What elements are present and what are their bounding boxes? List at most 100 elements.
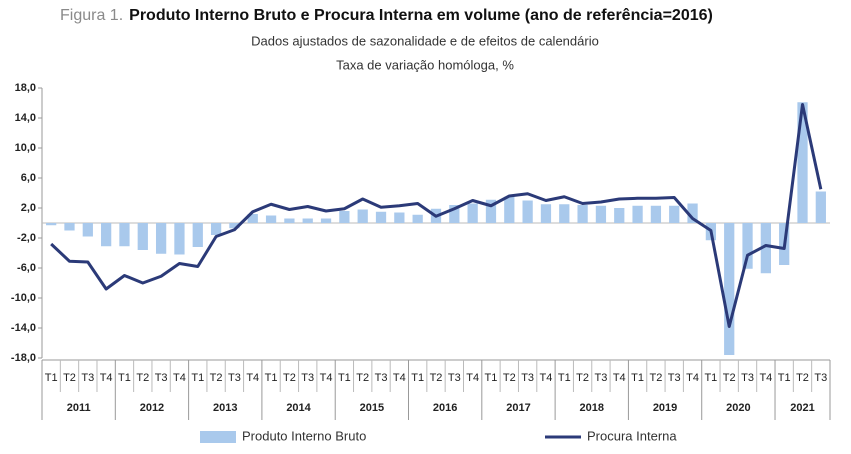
bar	[302, 218, 313, 223]
x-tick-label: T1	[558, 372, 571, 384]
y-tick-label: -6,0	[17, 262, 36, 274]
bar	[320, 218, 332, 223]
x-tick-label: T3	[448, 372, 461, 384]
title-text: Produto Interno Bruto e Procura Interna …	[129, 7, 713, 24]
bar	[101, 223, 112, 247]
bar	[284, 218, 295, 223]
x-tick-label: T2	[210, 372, 223, 384]
bar	[375, 211, 387, 223]
year-label: 2016	[433, 402, 457, 414]
bar	[485, 199, 497, 223]
x-tick-label: T1	[411, 372, 424, 384]
bar	[174, 223, 185, 255]
bar	[229, 223, 240, 229]
bar	[247, 214, 258, 223]
bar	[64, 223, 75, 231]
bar	[155, 223, 167, 254]
legend-label: Procura Interna	[587, 428, 677, 443]
x-tick-label: T1	[631, 372, 644, 384]
x-tick-label: T3	[668, 372, 681, 384]
bar	[724, 223, 735, 355]
x-tick-label: T3	[155, 372, 168, 384]
x-tick-label: T4	[393, 372, 406, 384]
x-tick-label: T2	[649, 372, 662, 384]
y-tick-label: -18,0	[11, 352, 36, 364]
bar	[595, 205, 607, 223]
bar	[632, 205, 643, 223]
bar	[119, 223, 130, 247]
bar	[577, 205, 588, 223]
bar	[192, 223, 203, 247]
year-label: 2019	[653, 402, 677, 414]
x-tick-label: T4	[540, 372, 553, 384]
x-tick-label: T3	[301, 372, 314, 384]
year-label: 2018	[580, 402, 604, 414]
bar	[210, 223, 222, 235]
bar	[559, 204, 570, 223]
y-tick-label: 14,0	[15, 112, 36, 124]
x-tick-label: T3	[521, 372, 534, 384]
x-tick-label: T4	[466, 372, 479, 384]
x-tick-label: T2	[356, 372, 369, 384]
x-tick-label: T4	[686, 372, 699, 384]
x-tick-label: T1	[778, 372, 791, 384]
bar	[412, 214, 423, 223]
x-tick-label: T3	[595, 372, 608, 384]
x-tick-label: T4	[173, 372, 186, 384]
x-tick-label: T3	[228, 372, 241, 384]
x-tick-label: T1	[485, 372, 498, 384]
x-tick-label: T2	[430, 372, 443, 384]
x-tick-label: T2	[63, 372, 76, 384]
bar	[504, 196, 515, 223]
y-tick-label: -14,0	[11, 322, 36, 334]
y-tick-label: -10,0	[11, 292, 36, 304]
x-tick-label: T4	[320, 372, 333, 384]
bar	[760, 223, 771, 274]
bar	[540, 204, 552, 223]
bar	[614, 208, 625, 223]
y-tick-label: 2,0	[21, 202, 36, 214]
year-label: 2021	[790, 402, 814, 414]
x-tick-label: T2	[796, 372, 809, 384]
x-tick-label: T3	[375, 372, 388, 384]
x-tick-label: T4	[246, 372, 259, 384]
bar	[650, 205, 662, 223]
x-tick-label: T3	[741, 372, 754, 384]
legend-swatch	[200, 431, 236, 443]
bar	[137, 223, 148, 250]
year-label: 2015	[360, 402, 384, 414]
x-tick-label: T3	[81, 372, 94, 384]
x-tick-label: T1	[45, 372, 58, 384]
x-tick-label: T3	[814, 372, 827, 384]
bar	[815, 191, 826, 223]
bar	[339, 211, 350, 223]
y-tick-label: -2,0	[17, 232, 36, 244]
year-label: 2020	[726, 402, 750, 414]
x-tick-label: T4	[759, 372, 772, 384]
x-tick-label: T2	[503, 372, 516, 384]
y-tick-label: 10,0	[15, 142, 36, 154]
bar	[357, 209, 368, 223]
x-tick-label: T2	[283, 372, 296, 384]
x-tick-label: T2	[723, 372, 736, 384]
bar	[265, 215, 277, 223]
bar	[82, 223, 93, 237]
x-tick-label: T4	[613, 372, 626, 384]
bar	[467, 203, 478, 223]
year-label: 2017	[506, 402, 530, 414]
bar	[449, 205, 460, 223]
year-label: 2011	[67, 402, 91, 414]
x-tick-label: T1	[265, 372, 278, 384]
bar	[394, 212, 405, 223]
bar	[46, 223, 57, 226]
y-tick-label: 18,0	[15, 82, 36, 94]
x-tick-label: T1	[191, 372, 204, 384]
chart-title: Figura 1. Produto Interno Bruto e Procura…	[60, 7, 713, 24]
year-label: 2014	[286, 402, 311, 414]
y-tick-label: 6,0	[21, 172, 36, 184]
subtitle: Taxa de variação homóloga, %	[336, 57, 514, 72]
x-tick-label: T1	[118, 372, 131, 384]
title-prefix: Figura 1.	[60, 7, 123, 24]
x-tick-label: T2	[576, 372, 589, 384]
